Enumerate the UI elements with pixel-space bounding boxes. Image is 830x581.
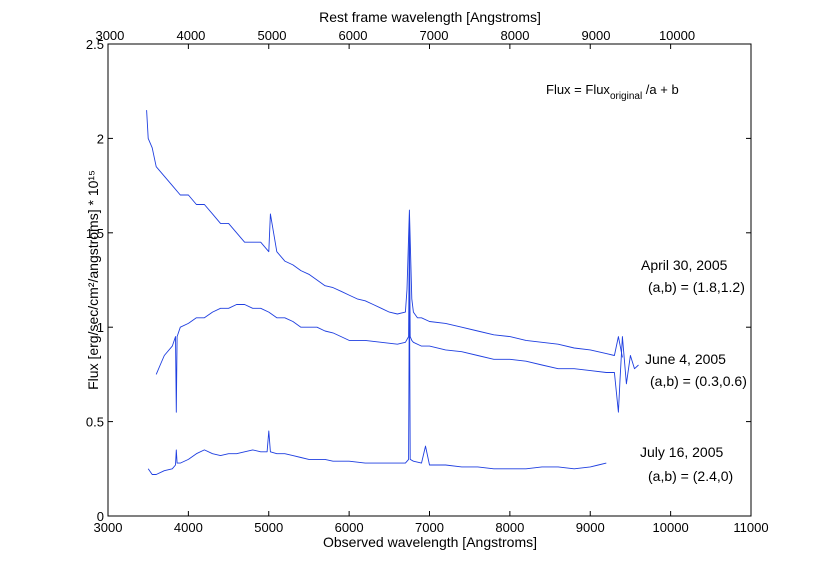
annotation-params-1: (a,b) = (1.8,1.2) xyxy=(648,279,745,295)
x2-tick-label: 5000 xyxy=(258,28,287,43)
x-tick-label: 7000 xyxy=(415,520,444,535)
x2-axis-ticks: 3000 4000 5000 6000 7000 8000 9000 10000 xyxy=(95,28,695,43)
annotation-date-2: June 4, 2005 xyxy=(645,351,726,367)
x-tick-label: 4000 xyxy=(174,520,203,535)
x-tick-label: 6000 xyxy=(335,520,364,535)
x2-tick-label: 6000 xyxy=(339,28,368,43)
formula-subscript: original xyxy=(610,91,642,102)
annotation-date-1: April 30, 2005 xyxy=(641,257,728,273)
x-tick-label: 10000 xyxy=(653,520,689,535)
x2-tick-label: 7000 xyxy=(420,28,449,43)
series-layer xyxy=(146,110,639,475)
x-tick-label: 11000 xyxy=(733,520,768,535)
y-axis-ticks: 0 0.5 1 1.5 2 2.5 xyxy=(86,37,751,524)
x-axis-ticks: 3000 4000 5000 6000 7000 8000 9000 10000 11000 xyxy=(94,44,769,535)
y-tick-label: 1.5 xyxy=(86,226,104,241)
series-line-3 xyxy=(147,273,607,475)
x2-tick-label: 8000 xyxy=(501,28,530,43)
y-tick-label: 1 xyxy=(97,320,104,335)
x2-tick-label: 3000 xyxy=(95,28,124,43)
formula-label: Flux = Fluxoriginal /a + b xyxy=(546,82,679,102)
formula-rest: /a + b xyxy=(642,82,679,97)
x2-tick-label: 10000 xyxy=(659,28,695,43)
formula-main: Flux = Flux xyxy=(546,82,610,97)
y-axis-title: Flux [erg/sec/cm²/angstroms] * 10¹⁵ xyxy=(85,170,101,390)
x-tick-label: 9000 xyxy=(576,520,605,535)
x-tick-label: 5000 xyxy=(254,520,283,535)
x-axis-title: Observed wavelength [Angstroms] xyxy=(323,534,537,550)
annotation-date-3: July 16, 2005 xyxy=(640,444,723,460)
annotation-params-3: (a,b) = (2.4,0) xyxy=(648,468,733,484)
x2-tick-label: 4000 xyxy=(176,28,205,43)
x-tick-label: 3000 xyxy=(94,520,123,535)
x2-tick-label: 9000 xyxy=(582,28,611,43)
y-tick-label: 2 xyxy=(97,131,104,146)
y-tick-label: 0 xyxy=(97,509,104,524)
series-line-1 xyxy=(146,110,623,358)
annotation-params-2: (a,b) = (0.3,0.6) xyxy=(650,373,747,389)
x2-axis-title: Rest frame wavelength [Angstroms] xyxy=(319,9,541,25)
x-tick-label: 8000 xyxy=(495,520,524,535)
y-tick-label: 2.5 xyxy=(86,37,104,52)
series-line-2 xyxy=(155,222,639,413)
y-tick-label: 0.5 xyxy=(86,415,104,430)
